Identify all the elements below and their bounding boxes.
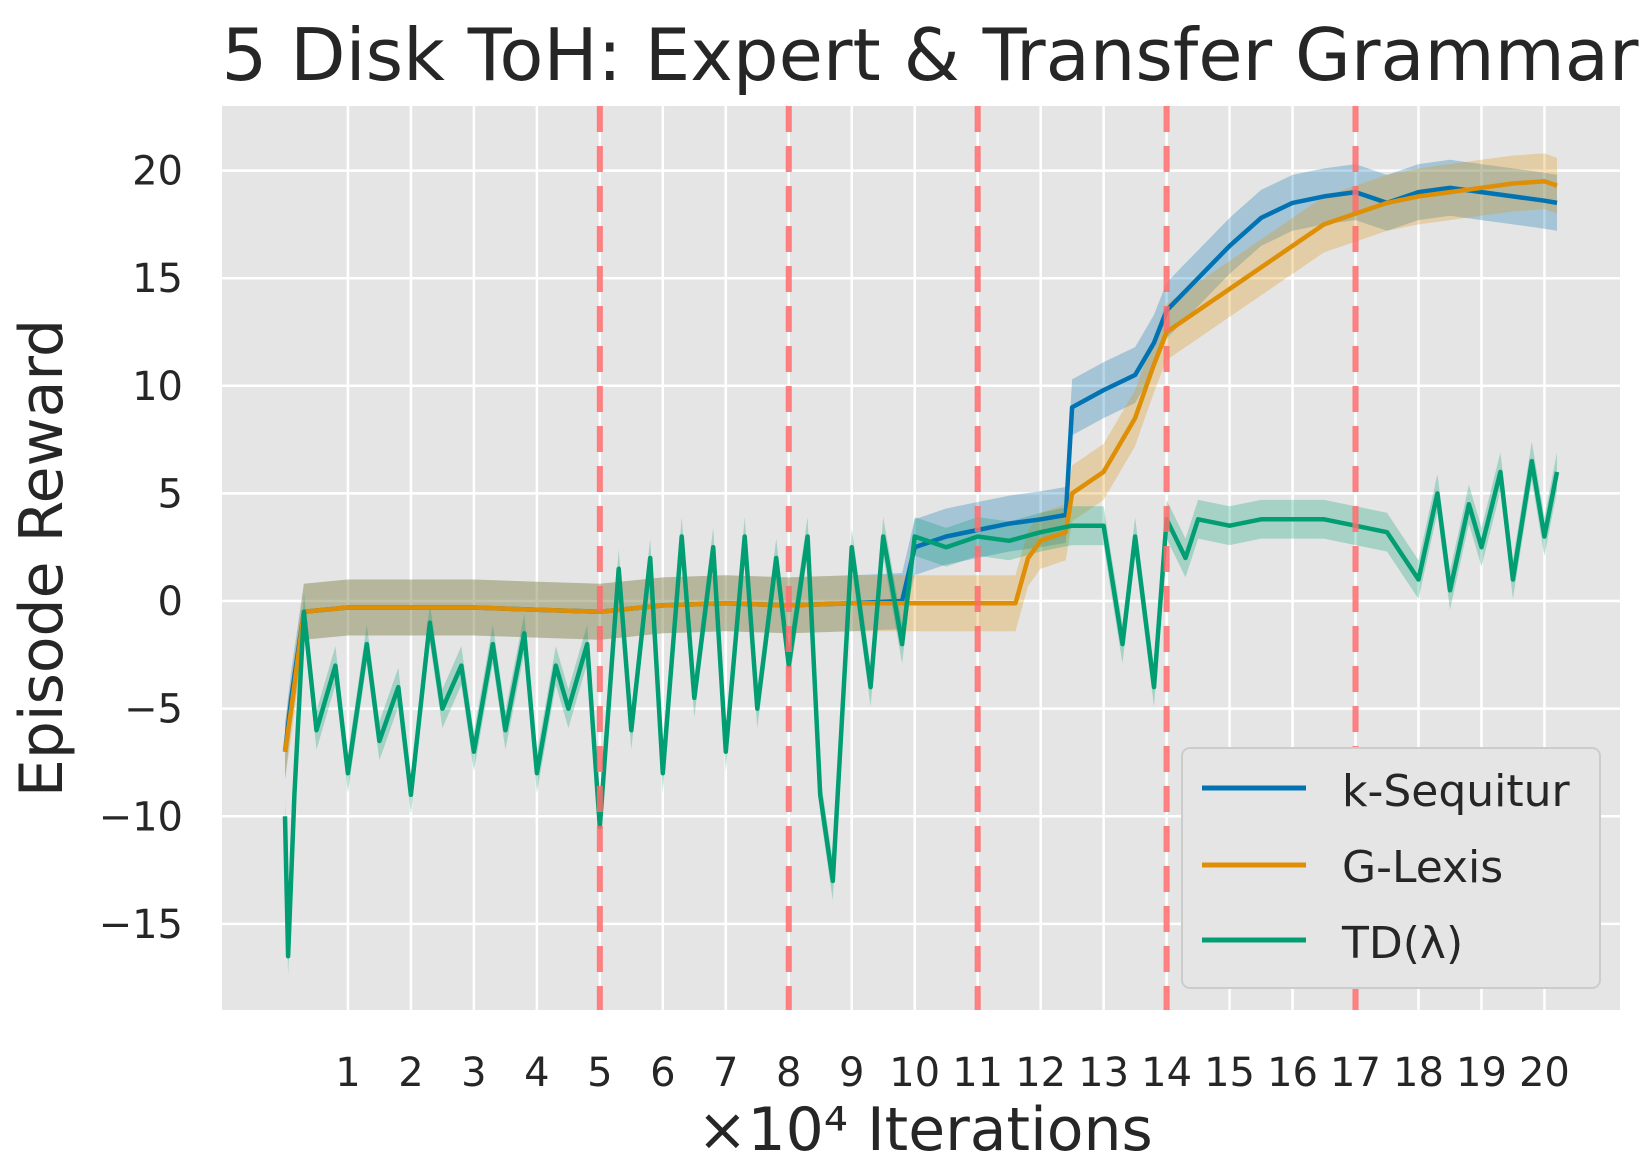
- legend: k-Sequitur G-Lexis TD(λ): [1181, 747, 1601, 989]
- series-band: [285, 153, 1557, 780]
- x-tick-label: 17: [1330, 1050, 1381, 1096]
- series-band: [285, 159, 1557, 780]
- y-tick-labels: −15 −10 −5 0 5 10 15 20: [99, 149, 183, 948]
- x-tick-label: 7: [713, 1050, 738, 1096]
- y-tick-label: −10: [99, 794, 183, 840]
- x-tick-labels: 1 2 3 4 5 6 7 8 9 10 11 12 13 14 15 16 17 18 19 20: [335, 1050, 1570, 1096]
- x-tick-label: 18: [1393, 1050, 1444, 1096]
- x-tick-label: 13: [1078, 1050, 1129, 1096]
- y-tick-label: 10: [132, 364, 183, 410]
- x-tick-label: 15: [1204, 1050, 1255, 1096]
- x-tick-label: 20: [1519, 1050, 1570, 1096]
- series-lines: [282, 179, 1560, 959]
- vertical-markers: [596, 106, 1359, 1010]
- legend-box: [1181, 747, 1601, 989]
- x-tick-label: 6: [650, 1050, 675, 1096]
- x-tick-label: 9: [839, 1050, 864, 1096]
- y-tick-label: 5: [158, 471, 183, 517]
- x-tick-label: 16: [1267, 1050, 1318, 1096]
- legend-entry-td-lambda: TD(λ): [1202, 918, 1463, 969]
- x-tick-label: 14: [1141, 1050, 1192, 1096]
- y-tick-label: 20: [132, 149, 183, 195]
- x-tick-label: 10: [889, 1050, 940, 1096]
- series-band: [285, 441, 1557, 976]
- x-tick-label: 19: [1456, 1050, 1507, 1096]
- legend-label: TD(λ): [1341, 918, 1463, 969]
- legend-label: G-Lexis: [1342, 842, 1503, 893]
- series-bands: [285, 153, 1557, 976]
- series-line: [282, 458, 1560, 959]
- x-tick-label: 8: [776, 1050, 801, 1096]
- y-tick-label: −15: [99, 902, 183, 948]
- x-tick-label: 3: [461, 1050, 486, 1096]
- x-tick-label: 5: [587, 1050, 612, 1096]
- legend-label: k-Sequitur: [1342, 766, 1571, 817]
- chart-title: 5 Disk ToH: Expert & Transfer Grammar: [221, 13, 1638, 97]
- x-axis-label: ×10⁴ Iterations: [697, 1095, 1153, 1160]
- y-tick-label: 15: [132, 256, 183, 302]
- legend-entry-g-lexis: G-Lexis: [1202, 842, 1503, 893]
- series-line: [282, 179, 1558, 753]
- x-tick-label: 11: [952, 1050, 1003, 1096]
- x-tick-label: 12: [1015, 1050, 1066, 1096]
- legend-entry-k-sequitur: k-Sequitur: [1202, 766, 1571, 817]
- y-tick-label: −5: [124, 687, 183, 733]
- x-tick-label: 1: [335, 1050, 360, 1096]
- x-tick-label: 2: [398, 1050, 423, 1096]
- y-axis-label: Episode Reward: [7, 319, 77, 797]
- x-tick-label: 4: [524, 1050, 549, 1096]
- y-tick-label: 0: [158, 579, 183, 625]
